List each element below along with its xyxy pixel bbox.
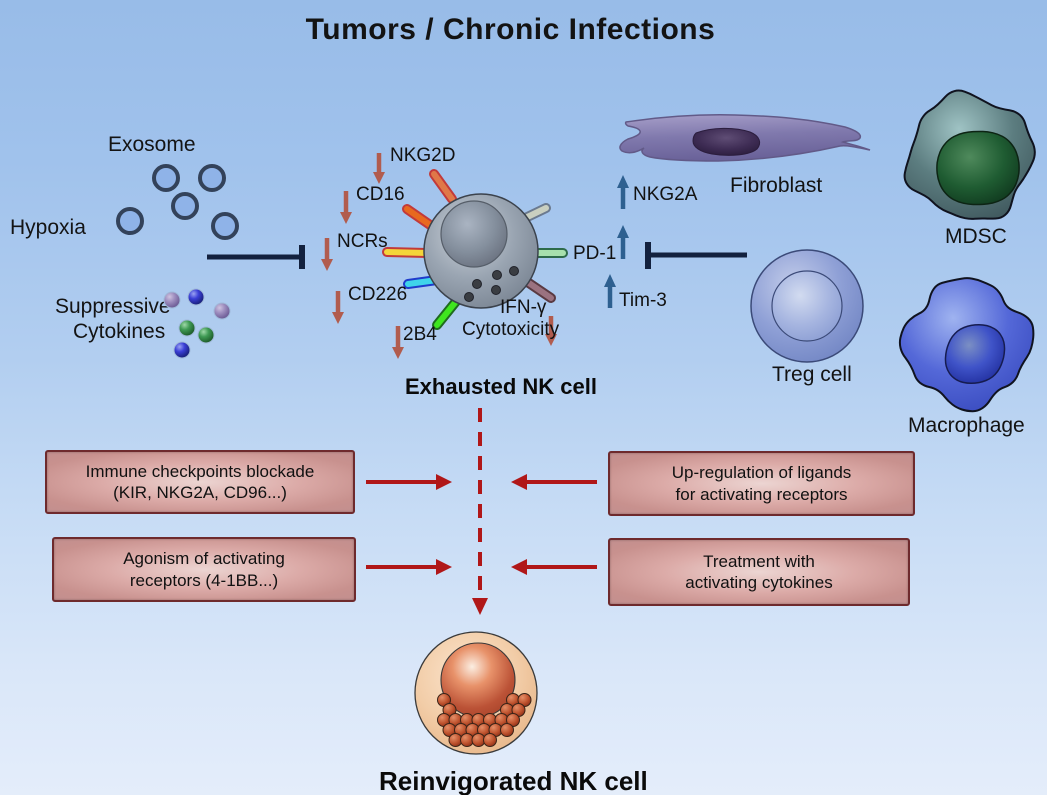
svg-text:Reinvigorated NK cell: Reinvigorated NK cell	[379, 766, 648, 795]
